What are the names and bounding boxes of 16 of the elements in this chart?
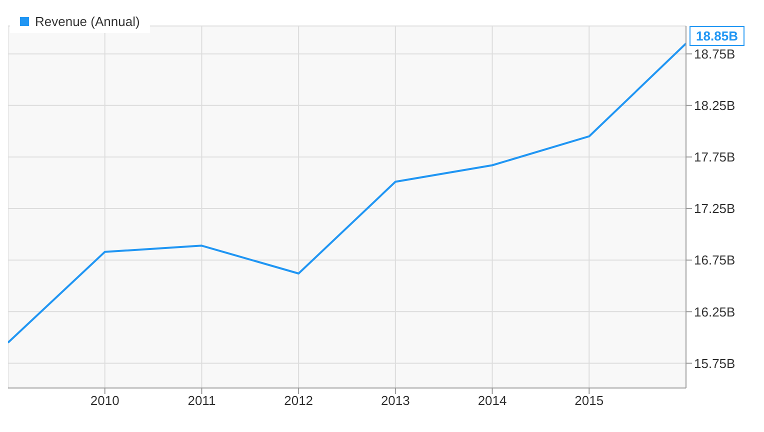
y-tick-label: 15.75B — [694, 356, 736, 371]
x-tick-label: 2011 — [188, 393, 216, 408]
line-series — [8, 42, 686, 344]
y-tick-label: 17.75B — [694, 150, 736, 165]
y-tick-label: 18.75B — [694, 46, 736, 62]
y-tick-label: 17.25B — [694, 201, 736, 216]
x-tick-label: 2013 — [380, 393, 410, 408]
annotation: 18.85B — [696, 28, 738, 44]
x-tick-label: 2015 — [574, 393, 604, 408]
y-tick-label: 16.75B — [694, 252, 736, 268]
y-tick-label: 16.25B — [694, 304, 736, 320]
x-tick-label: 2012 — [284, 393, 314, 408]
y-tick-label: 18.25B — [694, 98, 736, 114]
legend-label: Revenue (Annual) — [35, 14, 140, 29]
x-tick-label: 2010 — [90, 393, 120, 408]
x-tick-label: 2014 — [478, 393, 507, 408]
